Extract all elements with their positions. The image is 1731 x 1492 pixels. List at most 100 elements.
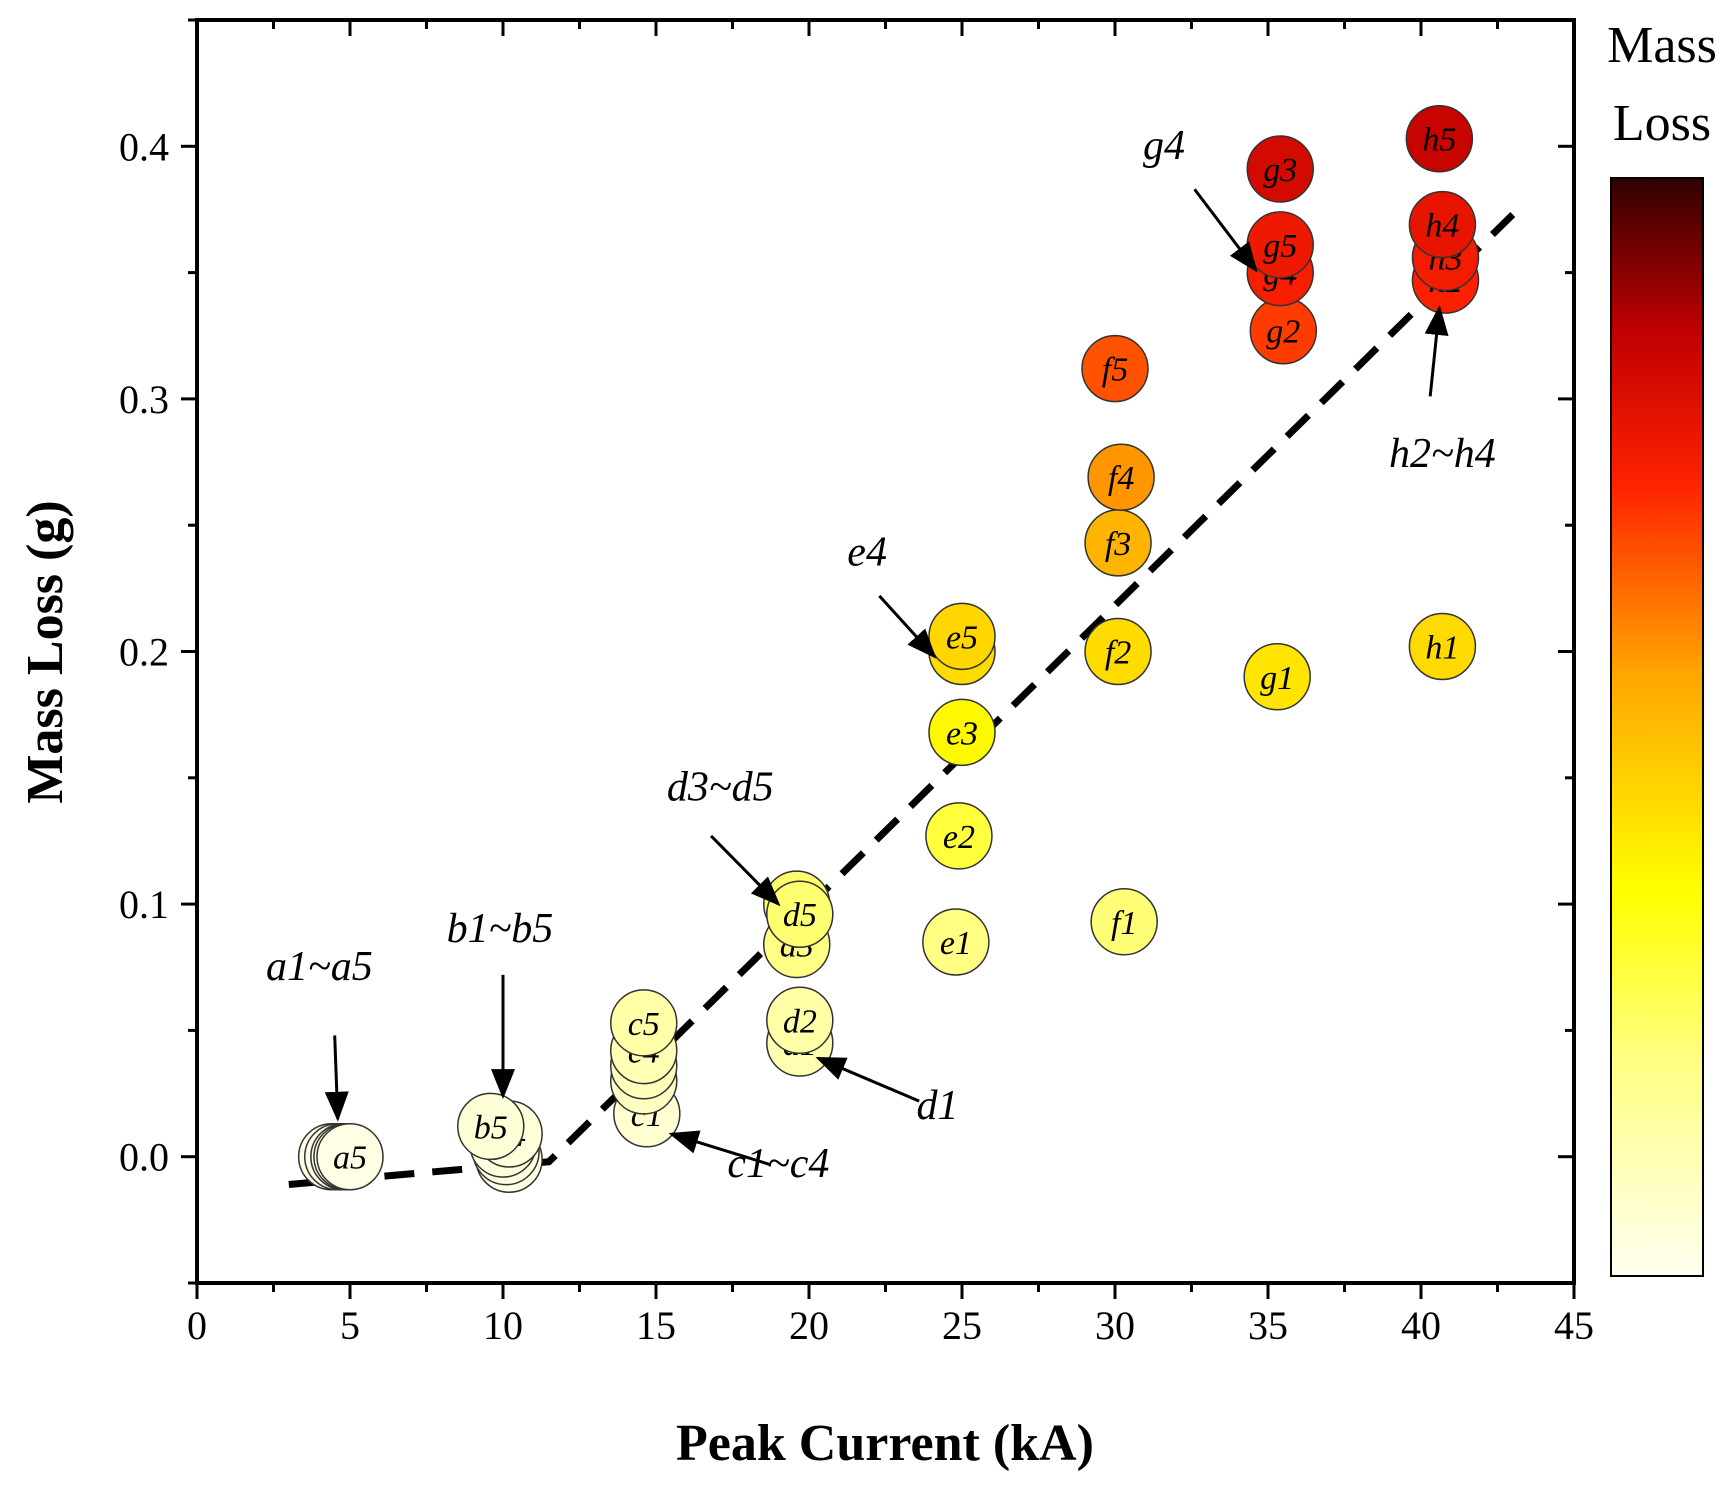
annotation: e4 [847,530,937,659]
point-label: f3 [1105,526,1131,563]
data-point: f1 [1090,888,1158,956]
annotation: d1 [815,1056,959,1129]
annotation-arrow [878,594,937,659]
colorbar-gradient [1610,177,1704,1277]
data-point: h1 [1408,612,1477,681]
y-axis-ticks: 0.0 0.1 0.2 0.3 0.4 [119,18,1574,1285]
x-tick-label: 5 [340,1303,360,1348]
fit-line-group [288,212,1516,1188]
y-tick-label: 0.3 [119,377,169,422]
annotation: h2~h4 [1389,304,1496,477]
y-tick-label: 0.2 [119,630,169,675]
point-marker [1090,888,1158,956]
point-label: g2 [1266,314,1300,351]
annotation: d3~d5 [667,765,781,907]
point-marker [457,1092,525,1161]
point-marker [922,908,990,976]
data-point: g3 [1246,135,1314,203]
annotation: a1~a5 [266,944,373,1122]
data-point: e2 [925,802,993,870]
annotation-arrow [710,834,781,907]
point-marker [1408,190,1477,259]
annotation-arrow [1193,188,1258,273]
annotation-arrow [668,1130,770,1166]
point-label: d5 [783,897,817,934]
point-label: a5 [333,1140,367,1177]
data-point: f5 [1081,334,1149,403]
x-axis-ticks: 0 5 10 15 20 25 30 35 40 45 [187,20,1594,1348]
data-point: d5 [766,880,834,948]
annotation-text: d3~d5 [667,765,774,811]
y-tick-label: 0.0 [119,1135,169,1180]
x-axis-title: Peak Current (kA) [676,1415,1094,1472]
annotation-text: d1 [917,1083,959,1129]
point-label: f1 [1111,905,1137,942]
x-tick-label: 45 [1554,1303,1594,1348]
annotation-text: c1~c4 [727,1141,829,1187]
data-point: h4 [1408,190,1477,259]
data-point: g1 [1243,643,1311,711]
data-point: f4 [1087,443,1155,511]
point-label: e1 [940,925,972,962]
data-point: h5 [1405,104,1474,173]
x-tick-label: 10 [483,1303,523,1348]
point-marker [316,1122,384,1191]
data-point: a5 [316,1122,384,1191]
plot-frame [195,18,1576,1285]
colorbar-title-line2: Loss [1613,95,1711,152]
data-point: e1 [922,908,990,976]
point-marker [1405,104,1474,173]
data-point: f3 [1084,509,1152,577]
point-label: g5 [1263,228,1297,265]
point-marker [1243,643,1311,711]
point-label: e2 [943,819,975,856]
point-label: c5 [628,1006,660,1043]
data-point: g5 [1246,211,1314,279]
point-marker [766,986,834,1055]
data-points: a1a2a3a4a5b1b2b3b4b5c1c2c3c4c5d1d2d3d4d5… [297,104,1480,1193]
point-marker [1081,334,1149,403]
point-label: h5 [1422,122,1456,159]
point-label: f4 [1108,460,1134,497]
point-marker [925,802,993,870]
x-tick-label: 15 [636,1303,676,1348]
y-tick-label: 0.1 [119,882,169,927]
point-marker [1408,612,1477,681]
data-point: b5 [457,1092,525,1161]
point-label: d2 [783,1003,817,1040]
x-tick-label: 20 [789,1303,829,1348]
data-point: c5 [610,989,678,1057]
point-label: h1 [1425,629,1459,666]
point-label: e3 [946,715,978,752]
annotation: g4 [1143,123,1258,273]
annotations: a1~a5 b1~b5 c1~c4 d1 d3~d5 e4 g4 h2~h4 [266,123,1496,1187]
point-label: h4 [1425,208,1459,245]
data-point: f2 [1084,617,1152,686]
point-label: b5 [474,1109,508,1146]
y-axis-title: Mass Loss (g) [17,500,74,803]
annotation-arrow [324,1035,349,1122]
data-point: e3 [928,698,996,767]
colorbar: Mass Loss [1607,17,1717,1277]
annotation-arrow [815,1056,920,1103]
point-marker [1087,443,1155,511]
fit-line [288,212,1516,1188]
y-tick-label: 0.4 [119,124,169,169]
x-tick-label: 35 [1248,1303,1288,1348]
point-label: g1 [1260,660,1294,697]
point-label: g3 [1263,152,1297,189]
point-marker [928,698,996,767]
annotation-arrow [1424,304,1449,397]
point-marker [1246,135,1314,203]
annotation: c1~c4 [668,1130,829,1187]
annotation-text: a1~a5 [266,944,373,990]
x-tick-label: 25 [942,1303,982,1348]
annotation-text: b1~b5 [447,906,554,952]
point-label: f2 [1105,635,1131,672]
x-tick-label: 0 [187,1303,207,1348]
annotation-text: h2~h4 [1389,431,1496,477]
x-tick-label: 40 [1401,1303,1441,1348]
annotation: b1~b5 [447,906,554,1100]
point-label: f5 [1102,352,1128,389]
